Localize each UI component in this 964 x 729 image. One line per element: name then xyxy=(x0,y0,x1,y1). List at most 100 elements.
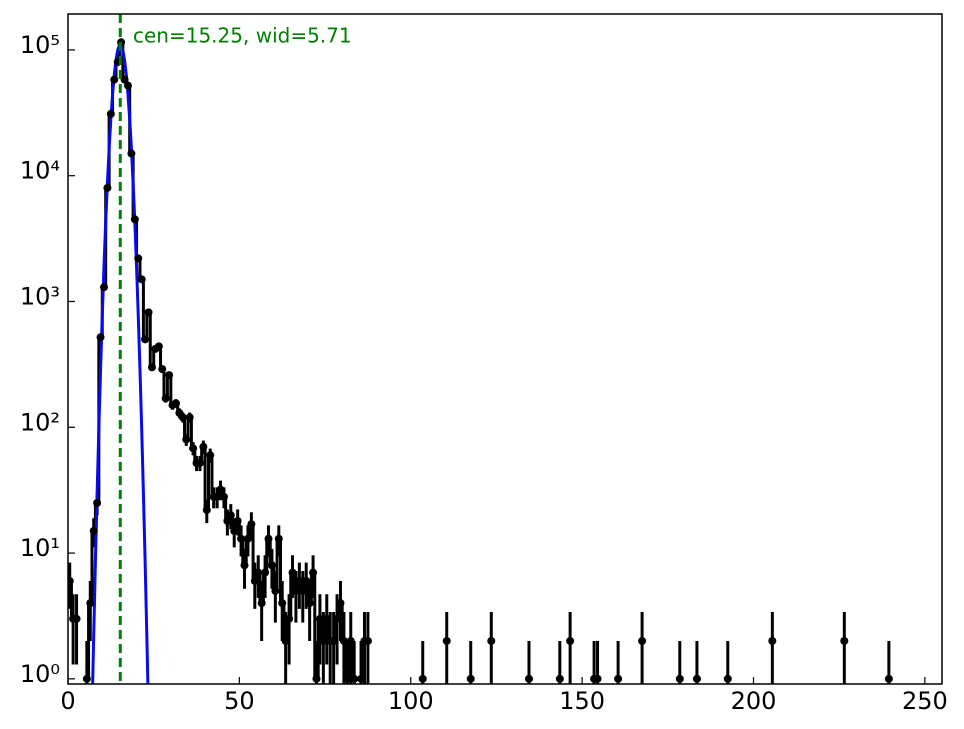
data-point xyxy=(230,526,239,535)
x-tick-label: 0 xyxy=(60,687,75,715)
data-point xyxy=(768,636,777,645)
data-point xyxy=(363,636,372,645)
data-point xyxy=(185,413,194,422)
data-point xyxy=(840,636,849,645)
data-point xyxy=(312,674,321,683)
data-point xyxy=(237,534,246,543)
data-point xyxy=(322,614,331,623)
x-tick-label: 250 xyxy=(902,687,948,715)
data-point xyxy=(298,586,307,595)
data-point xyxy=(250,576,259,585)
data-point xyxy=(123,81,132,90)
x-tick-label: 200 xyxy=(731,687,777,715)
data-point xyxy=(281,636,290,645)
y-tick-label: 10² xyxy=(20,408,60,436)
data-point xyxy=(309,568,318,577)
data-point xyxy=(226,511,235,520)
data-point xyxy=(566,636,575,645)
data-point xyxy=(158,365,167,374)
data-point xyxy=(555,674,564,683)
data-point xyxy=(199,442,208,451)
data-point xyxy=(202,505,211,514)
data-point xyxy=(692,674,701,683)
data-point xyxy=(68,576,74,585)
data-point xyxy=(295,576,304,585)
data-point xyxy=(418,674,427,683)
data-point xyxy=(243,534,252,543)
data-point xyxy=(219,492,228,501)
data-point xyxy=(171,399,180,408)
data-point xyxy=(247,520,256,529)
data-point xyxy=(884,674,893,683)
data-point xyxy=(72,614,81,623)
data-point xyxy=(120,75,129,84)
data-point xyxy=(206,451,215,460)
data-point xyxy=(466,674,475,683)
data-point xyxy=(233,516,242,525)
data-point xyxy=(89,526,98,535)
data-point xyxy=(130,215,139,224)
data-point xyxy=(315,614,324,623)
data-point xyxy=(127,149,136,158)
y-tick-label: 10³ xyxy=(20,282,60,310)
data-point xyxy=(147,363,156,372)
data-point xyxy=(161,394,170,403)
data-point xyxy=(302,576,311,585)
data-point xyxy=(333,614,342,623)
data-point xyxy=(267,561,276,570)
data-point xyxy=(675,674,684,683)
data-point xyxy=(165,371,174,380)
plot-area xyxy=(68,14,893,684)
annotation: cen=15.25, wid=5.71 xyxy=(133,24,352,48)
data-point xyxy=(240,561,249,570)
data-point xyxy=(178,413,187,422)
plot-frame xyxy=(67,13,943,685)
data-point xyxy=(593,674,602,683)
data-point xyxy=(182,435,191,444)
data-point xyxy=(305,599,314,608)
data-point xyxy=(223,516,232,525)
data-point xyxy=(103,183,112,192)
data-point xyxy=(329,636,338,645)
data-point xyxy=(350,674,359,683)
data-point xyxy=(144,308,153,317)
data-point xyxy=(524,674,533,683)
data-point xyxy=(154,342,163,351)
x-tick-label: 50 xyxy=(224,687,255,715)
data-point xyxy=(96,333,105,342)
data-point xyxy=(137,275,146,284)
y-tick-label: 10¹ xyxy=(20,534,60,562)
data-point xyxy=(723,674,732,683)
data-point xyxy=(336,599,345,608)
data-point xyxy=(339,636,348,645)
data-point xyxy=(189,444,198,453)
data-point xyxy=(487,636,496,645)
data-point xyxy=(216,485,225,494)
data-point xyxy=(285,614,294,623)
data-point xyxy=(257,599,266,608)
data-point xyxy=(278,599,287,608)
y-tick-label: 10⁵ xyxy=(20,31,60,59)
data-point xyxy=(291,586,300,595)
data-point xyxy=(264,534,273,543)
data-point xyxy=(442,636,451,645)
data-point xyxy=(254,568,263,577)
data-point xyxy=(288,568,297,577)
data-point xyxy=(141,335,150,344)
data-point xyxy=(638,636,647,645)
data-point xyxy=(261,568,270,577)
data-point xyxy=(93,499,102,508)
data-point xyxy=(106,109,115,118)
data-point xyxy=(346,636,355,645)
data-point xyxy=(134,254,143,263)
data-point xyxy=(110,75,119,84)
data-point xyxy=(213,492,222,501)
x-tick-label: 150 xyxy=(559,687,605,715)
x-tick-label: 100 xyxy=(388,687,434,715)
data-point xyxy=(319,636,328,645)
data-point xyxy=(99,283,108,292)
data-point xyxy=(82,674,91,683)
data-point xyxy=(274,534,283,543)
